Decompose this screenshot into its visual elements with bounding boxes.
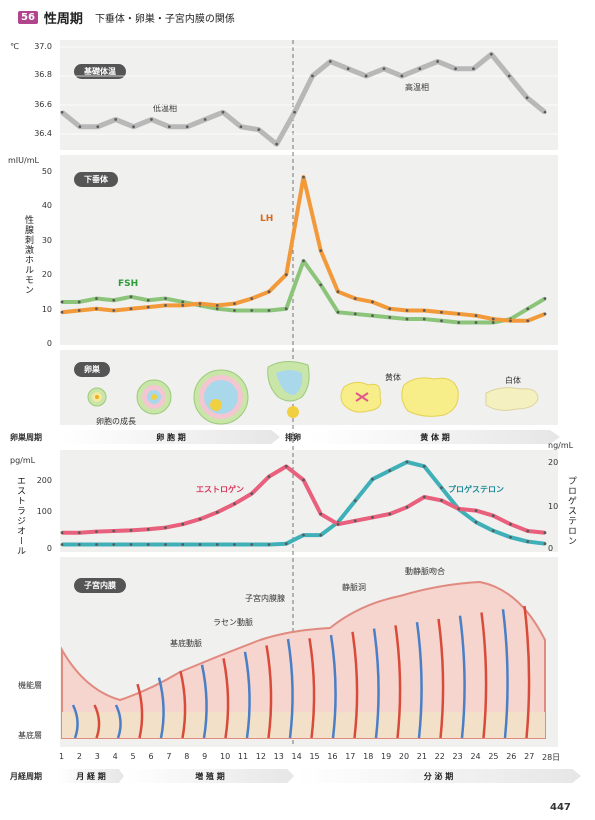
- day-tick: 20: [398, 752, 410, 761]
- secretory-phase-text: 分 泌 期: [423, 771, 454, 781]
- anastomosis-label: 動静脈吻合: [405, 567, 445, 576]
- day-tick: 2: [76, 752, 82, 761]
- bbt-panel: [60, 40, 558, 150]
- corpus-albicans-label: 白体: [505, 376, 521, 385]
- progesterone-tick: 20: [548, 458, 559, 467]
- ovulation-text: 排卵: [285, 432, 301, 442]
- pituitary-pill: 下垂体: [74, 172, 118, 187]
- menstrual-phase-label: 月経周期: [10, 772, 42, 781]
- proliferative-phase-text: 増 殖 期: [195, 771, 225, 781]
- low-temp-label: 低温相: [153, 104, 177, 113]
- ovary-panel: [60, 350, 558, 425]
- estradiol-tick: 100: [36, 507, 52, 516]
- pit-tick: 10: [41, 305, 52, 314]
- estrogen-label: エストロゲン: [196, 485, 244, 494]
- estradiol-tick: 200: [36, 476, 52, 485]
- day-tick: 11: [237, 752, 249, 761]
- luteal-phase: 黄 体 期: [310, 430, 560, 444]
- basal-layer-label: 基底層: [18, 731, 42, 740]
- progesterone-label: プロゲステロン: [448, 485, 504, 494]
- estradiol-tick: 0: [46, 544, 52, 553]
- section-badge: 56: [18, 11, 38, 24]
- bbt-tick: 37.0: [34, 42, 52, 51]
- day-tick: 5: [130, 752, 136, 761]
- pit-ylabel: 性腺刺激ホルモン: [23, 215, 33, 295]
- luteal-phase-text: 黄 体 期: [420, 432, 450, 442]
- day-tick: 16: [327, 752, 338, 761]
- venous-lake-label: 静脈洞: [342, 583, 366, 592]
- corpus-luteum-label: 黄体: [385, 373, 401, 382]
- spiral-artery-label: ラセン動脈: [213, 618, 253, 627]
- follicular-phase-text: 卵 胞 期: [156, 432, 186, 442]
- day-tick: 15: [309, 752, 320, 761]
- endometrium-panel: [60, 557, 558, 747]
- day-tick: 24: [470, 752, 481, 761]
- pit-tick: 30: [41, 236, 52, 245]
- progesterone-ylabel: プロゲステロン: [566, 476, 576, 546]
- day-tick: 3: [94, 752, 100, 761]
- day-tick: 14: [291, 752, 302, 761]
- progesterone-tick: 10: [548, 502, 559, 511]
- bbt-pill: 基礎体温: [74, 64, 126, 79]
- high-temp-label: 高温相: [405, 83, 429, 92]
- functional-layer-label: 機能層: [18, 681, 42, 690]
- gland-label: 子宮内膜腺: [245, 594, 285, 603]
- bbt-tick: 36.8: [34, 70, 52, 79]
- day-tick: 19: [381, 752, 392, 761]
- follicular-phase: 卵 胞 期: [62, 430, 280, 444]
- day-tick: 27: [524, 752, 535, 761]
- menses-phase-text: 月 経 期: [76, 771, 106, 781]
- pit-tick: 0: [46, 339, 52, 348]
- bbt-tick: 36.4: [34, 129, 52, 138]
- bbt-tick: 36.6: [34, 100, 52, 109]
- pit-tick: 20: [41, 270, 52, 279]
- estradiol-unit: pg/mL: [10, 456, 36, 465]
- day-tick: 21: [416, 752, 427, 761]
- ovary-phase-label: 卵巣周期: [10, 433, 42, 442]
- bbt-unit: ℃: [10, 42, 19, 51]
- page-subtitle: 下垂体・卵巣・子宮内膜の関係: [94, 14, 235, 25]
- proliferative-phase: 増 殖 期: [126, 769, 294, 783]
- ovary-pill: 卵巣: [74, 362, 110, 377]
- day-tick: 18: [363, 752, 374, 761]
- ovulation-phase: 排卵: [282, 430, 304, 444]
- follicle-growth-label: 卵胞の成長: [96, 417, 136, 426]
- secretory-phase: 分 泌 期: [296, 769, 581, 783]
- day-tick: 1: [59, 752, 65, 761]
- pit-tick: 50: [41, 167, 52, 176]
- pituitary-panel: [60, 155, 558, 345]
- page-number: 447: [550, 802, 571, 813]
- basal-artery-label: 基底動脈: [170, 639, 202, 648]
- progesterone-tick: 0: [548, 544, 554, 553]
- day-tick: 12: [255, 752, 266, 761]
- estradiol-ylabel: エストラジオール: [15, 476, 25, 556]
- pit-tick: 40: [41, 201, 52, 210]
- pit-unit: mIU/mL: [8, 156, 39, 165]
- day-tick: 4: [112, 752, 118, 761]
- day-tick: 10: [220, 752, 231, 761]
- day-tick: 9: [202, 752, 208, 761]
- day-tick: 26: [506, 752, 517, 761]
- header: 56 性周期 下垂体・卵巣・子宮内膜の関係: [18, 8, 235, 27]
- lh-label: LH: [260, 214, 274, 224]
- progesterone-unit: ng/mL: [548, 441, 574, 450]
- fsh-label: FSH: [118, 279, 139, 289]
- day-tick: 6: [148, 752, 154, 761]
- day-tick: 17: [345, 752, 356, 761]
- day-tick: 25: [488, 752, 499, 761]
- day-tick: 8: [184, 752, 190, 761]
- day-tick: 13: [273, 752, 284, 761]
- day-tick: 7: [166, 752, 172, 761]
- day-tick: 23: [452, 752, 463, 761]
- endometrium-pill: 子宮内膜: [74, 578, 126, 593]
- day-tick: 22: [434, 752, 445, 761]
- menses-phase: 月 経 期: [58, 769, 124, 783]
- day-tick: 28日: [542, 753, 561, 762]
- page-title: 性周期: [43, 12, 83, 27]
- hormone-panel: [60, 450, 558, 552]
